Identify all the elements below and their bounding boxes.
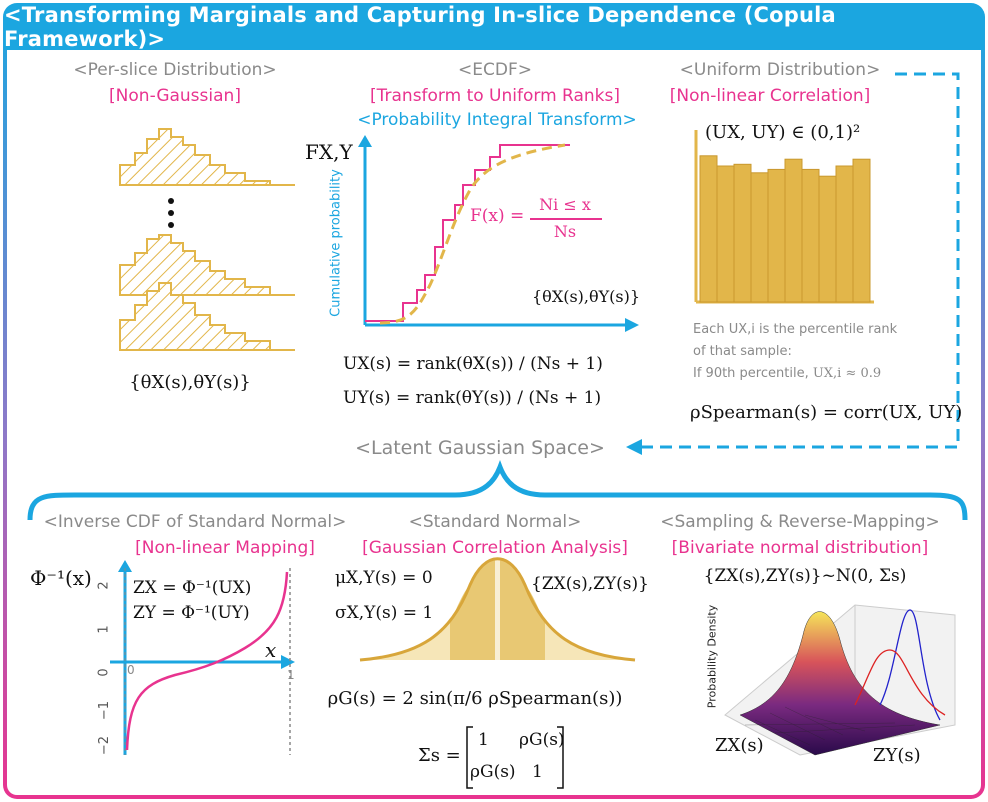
ytick-1: 1 — [96, 625, 112, 634]
uniform-bar-5 — [767, 168, 786, 303]
page-title: <Transforming Marginals and Capturing In… — [4, 3, 984, 51]
sigma-matrix-lhs: Σs = — [418, 745, 461, 766]
uniform-bar-2 — [716, 165, 735, 303]
ecdf-y-symbol: FX,Y — [305, 140, 353, 164]
ytick-minus1: −1 — [97, 700, 113, 721]
zy-equation: ZY = Φ⁻¹(UY) — [133, 603, 250, 623]
uniform-histogram — [694, 130, 874, 304]
normal-bell-curve — [359, 557, 636, 662]
rank-y-formula: UY(s) = rank(θY(s)) / (Ns + 1) — [343, 388, 602, 408]
sampling-header: <Sampling & Reverse-Mapping> — [660, 512, 940, 532]
matrix-brackets — [466, 726, 564, 789]
surface-y-label: ZY(s) — [873, 745, 921, 766]
brace — [27, 460, 968, 521]
matrix-22: 1 — [532, 762, 543, 782]
spearman-formula: ρSpearman(s) = corr(UX, UY) — [690, 402, 963, 423]
bivariate-surface — [724, 604, 956, 756]
nonlinear-mapping-label: [Non-linear Mapping] — [135, 538, 315, 558]
uniform-header: <Uniform Distribution> — [679, 60, 881, 80]
pit-label: <Probability Integral Transform> — [357, 110, 637, 130]
matrix-11: 1 — [478, 730, 489, 750]
uniform-domain: (UX, UY) ∈ (0,1)² — [705, 122, 861, 143]
uniform-bar-10 — [852, 158, 871, 303]
surface-x-label: ZX(s) — [715, 735, 764, 756]
inverse-x-symbol: x — [265, 638, 277, 662]
slice-histograms — [119, 128, 295, 351]
inverse-y-symbol: Φ⁻¹(x) — [30, 566, 92, 590]
slice-bottom — [119, 282, 295, 351]
ecdf-x-symbol: {θX(s),θY(s)} — [532, 287, 641, 306]
dashed-arrow — [626, 72, 960, 455]
inverse-cdf-chart — [110, 560, 295, 755]
note-line-1: Each UX,i is the percentile rank — [693, 322, 898, 337]
non-gaussian-label: [Non-Gaussian] — [109, 86, 241, 106]
xtick-1: 1 — [287, 668, 295, 682]
slice-middle — [119, 234, 295, 296]
bivariate-label: [Bivariate normal distribution] — [671, 538, 929, 558]
ecdf-header: <ECDF> — [458, 60, 532, 80]
matrix-21: ρG(s) — [470, 762, 516, 782]
uniform-ranks-label: [Transform to Uniform Ranks] — [369, 86, 621, 106]
probability-density-label: Probability Density — [705, 604, 719, 709]
uniform-bar-3 — [733, 163, 752, 303]
rank-x-formula: UX(s) = rank(θX(s)) / (Ns + 1) — [343, 354, 603, 374]
standard-normal-header: <Standard Normal> — [408, 512, 582, 532]
uniform-bar-8 — [818, 175, 837, 303]
gaussian-correlation-label: [Gaussian Correlation Analysis] — [362, 538, 628, 558]
matrix-12: ρG(s) — [519, 730, 565, 750]
uniform-bar-6 — [784, 158, 803, 303]
nonlinear-correlation-label: [Non-linear Correlation] — [669, 86, 871, 106]
slice-top — [119, 128, 295, 186]
ytick-minus2: −2 — [97, 735, 113, 756]
ecdf-formula-num: Ni ≤ x — [539, 195, 591, 214]
xtick-0: 0 — [127, 663, 135, 677]
uniform-bar-1 — [699, 155, 718, 303]
ecdf-chart — [358, 135, 639, 332]
zx-equation: ZX = Φ⁻¹(UX) — [133, 578, 252, 598]
note-line-3: If 90th percentile, UX,i ≈ 0.9 — [693, 366, 882, 381]
theta-set-caption: {θX(s),θY(s)} — [129, 372, 251, 393]
per-slice-header: <Per-slice Distribution> — [73, 60, 277, 80]
ecdf-step-line — [365, 144, 570, 322]
ecdf-formula-den: Ns — [553, 222, 577, 241]
uniform-bar-7 — [801, 168, 820, 303]
ytick-0: 0 — [96, 668, 112, 677]
ecdf-formula-lhs: F(x) = — [470, 206, 525, 226]
bivariate-dist: {ZX(s),ZY(s)}~N(0, Σs) — [703, 566, 907, 586]
uniform-bar-4 — [750, 172, 769, 303]
uniform-bar-9 — [835, 165, 854, 303]
cdf-dashed-curve — [379, 143, 566, 325]
ellipsis-dots — [168, 198, 174, 228]
ecdf-y-label: Cumulative probability — [328, 169, 344, 317]
rho-g-formula: ρG(s) = 2 sin(π/6 ρSpearman(s)) — [327, 688, 623, 709]
inverse-cdf-header: <Inverse CDF of Standard Normal> — [43, 512, 347, 532]
note-line-2: of that sample: — [693, 344, 792, 359]
mu-equation: μX,Y(s) = 0 — [335, 568, 433, 588]
fraction-bar — [530, 218, 602, 220]
latent-space-label: <Latent Gaussian Space> — [355, 437, 605, 459]
z-set: {ZX(s),ZY(s)} — [531, 574, 649, 594]
ytick-2: 2 — [96, 581, 112, 590]
inverse-cdf-curve — [125, 571, 289, 751]
sigma-equation: σX,Y(s) = 1 — [335, 603, 434, 623]
